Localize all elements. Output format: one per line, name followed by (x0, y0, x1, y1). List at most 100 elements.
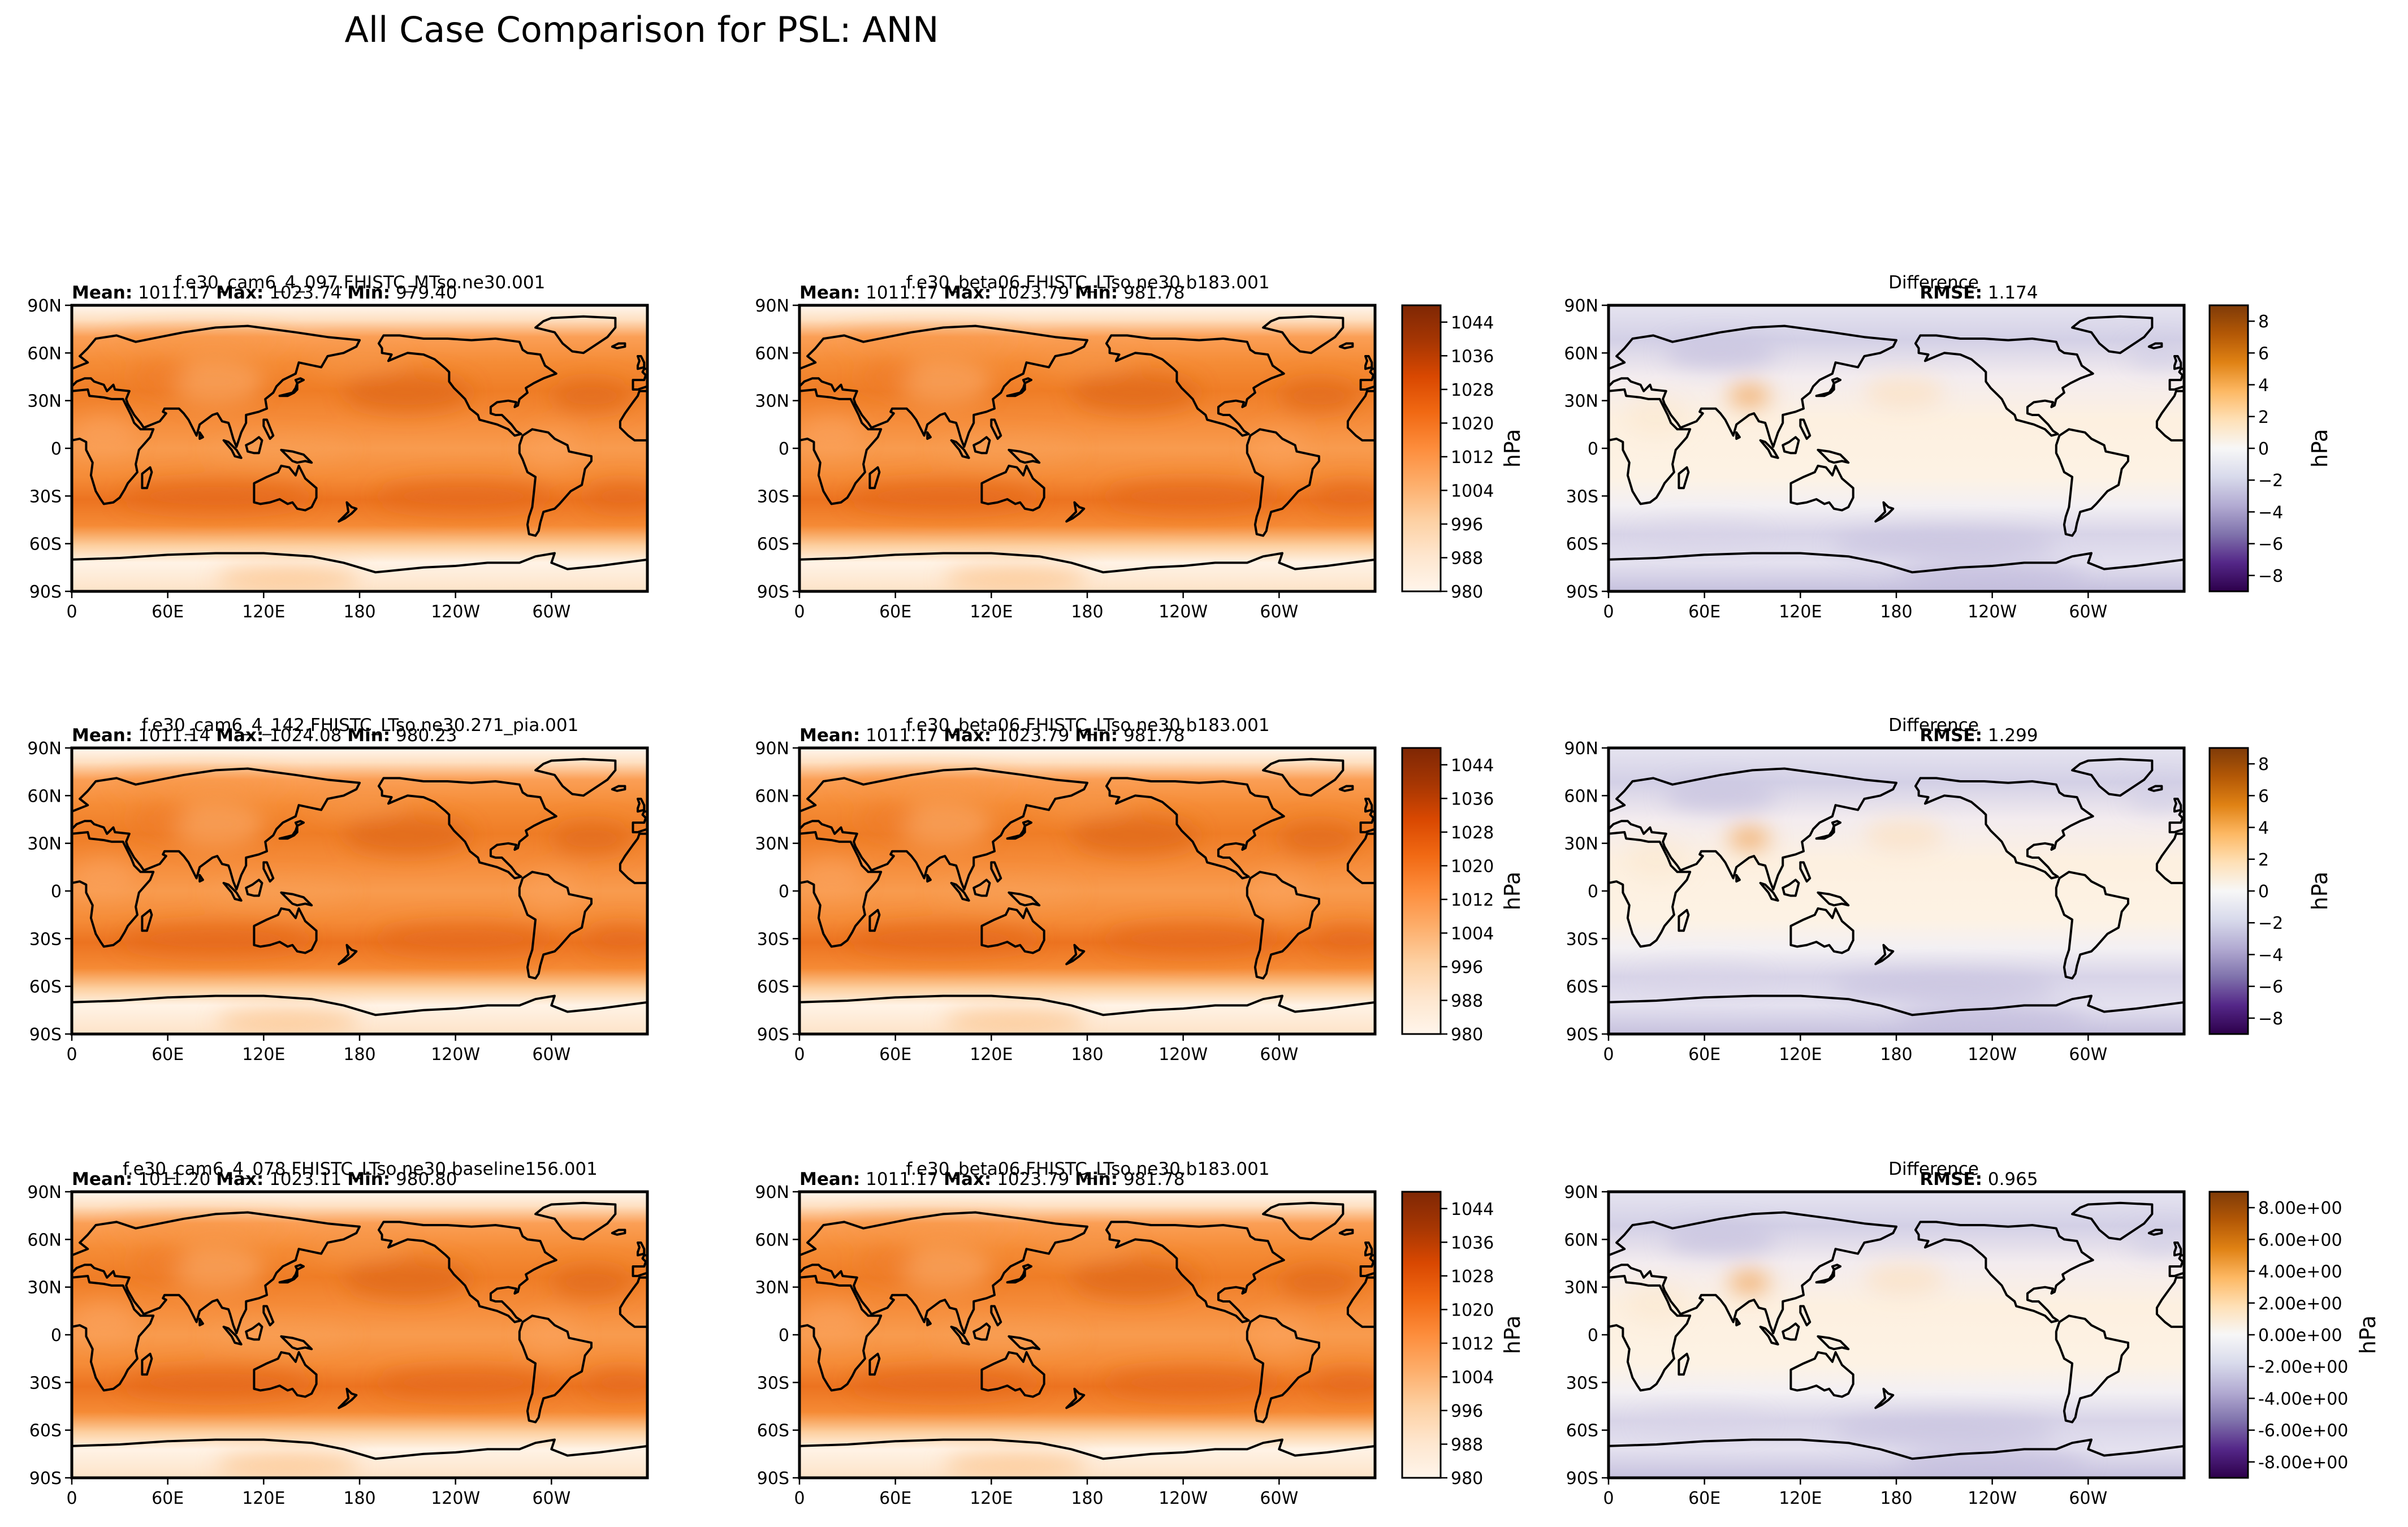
y-tick-label: 0 (779, 882, 789, 902)
panel-row-2: 0 60E 120E 180 120W 60W 90N 60N 30N 0 30S 60S 90S f.e… (27, 715, 2332, 1065)
coastline-sumatra (950, 439, 970, 459)
y-tick-label: 90N (755, 296, 789, 316)
coastline-new-guinea (1817, 891, 1850, 907)
coastline-eurasia-west (1359, 1254, 1375, 1277)
coastline-sri-lanka (1735, 431, 1741, 440)
y-tick-label: 90S (757, 582, 789, 602)
coastline-australia (1789, 1351, 1854, 1398)
coastline-new-guinea (280, 1335, 313, 1351)
x-tick-label: 60W (532, 1045, 570, 1065)
x-tick-label: 60W (532, 602, 570, 622)
y-tick-label: 60S (1566, 535, 1598, 555)
coastline-iceland (2147, 1228, 2163, 1236)
reference-case-title: f.e30_beta06.FHISTC_LTso.ne30.b183.001 (906, 715, 1269, 736)
coastline-madagascar (1678, 1352, 1690, 1376)
difference-map-panel: 0 60E 120E 180 120W 60W 90N 60N 30N 0 30S 60S 90S Dif… (1564, 272, 2332, 622)
coastline-philippines (262, 861, 275, 883)
coastline-japan (1006, 377, 1032, 397)
coastline-japan (1006, 1264, 1032, 1284)
x-tick-label: 60W (2069, 1045, 2107, 1065)
coastline-eurasia-west (2168, 1254, 2184, 1277)
difference-title: Difference (1888, 1159, 1979, 1179)
colorbar-tick-label: 1036 (1451, 347, 1494, 366)
x-tick-label: 60E (152, 602, 184, 622)
y-tick-label: 0 (1588, 882, 1598, 902)
colorbar-tick-label: -2.00e+00 (2258, 1357, 2348, 1377)
y-tick-label: 30S (1566, 1373, 1598, 1393)
coastline-sumatra (222, 881, 243, 902)
y-tick-label: 90S (1566, 1469, 1598, 1489)
coastline-africa (799, 1275, 883, 1392)
coastline-africa-west (1346, 390, 1375, 442)
colorbar-tick-label: 4 (2258, 819, 2269, 838)
coastline-madagascar (141, 1352, 153, 1376)
difference-map-panel: 0 60E 120E 180 120W 60W 90N 60N 30N 0 30S 60S 90S Dif… (1564, 1159, 2380, 1508)
x-tick-label: 0 (1603, 1489, 1614, 1508)
colorbar-tick-label: 1012 (1451, 1334, 1494, 1354)
coastline-eurasia-west (1359, 810, 1375, 833)
colorbar-tick-label: 1028 (1451, 380, 1494, 400)
y-tick-label: 30N (1564, 1278, 1598, 1298)
y-tick-label: 30S (1566, 929, 1598, 949)
coastline-australia (253, 464, 318, 512)
x-tick-label: 60E (879, 602, 911, 622)
coastline-borneo (1782, 879, 1800, 897)
coastline-sumatra (222, 439, 243, 459)
coastline-madagascar (141, 909, 153, 932)
coastlines (72, 758, 647, 1034)
y-tick-label: 0 (51, 1326, 62, 1346)
y-tick-label: 90N (755, 1183, 789, 1202)
coastline-antarctica (799, 1438, 1375, 1478)
coastline-philippines (262, 1305, 275, 1327)
colorbar-tick-label: 988 (1451, 991, 1483, 1011)
y-tick-label: 90S (29, 1025, 62, 1045)
coastline-madagascar (868, 1352, 881, 1376)
y-tick-label: 60S (757, 535, 789, 555)
x-tick-label: 0 (66, 602, 77, 622)
coastline-greenland (1262, 758, 1344, 797)
coastlines (1609, 1201, 2184, 1478)
coastline-australia (980, 464, 1045, 512)
reference-map-panel: 0 60E 120E 180 120W 60W 90N 60N 30N 0 30S 60S 90S f.e… (755, 1159, 1525, 1508)
coastline-madagascar (868, 466, 881, 490)
x-tick-label: 180 (343, 1489, 375, 1508)
coastline-new-zealand (1874, 944, 1895, 966)
coastline-uk (1364, 798, 1373, 813)
colorbar-tick-label: 6 (2258, 344, 2269, 364)
coastline-africa (1609, 388, 1692, 505)
colorbar-tick-label: 1036 (1451, 789, 1494, 809)
y-tick-label: 60N (27, 786, 62, 806)
x-tick-label: 120W (431, 602, 480, 622)
coastline-iceland (2147, 342, 2163, 349)
x-tick-label: 60W (2069, 1489, 2107, 1508)
colorbar-tick-label: 1004 (1451, 481, 1494, 501)
field-colorbar (1401, 747, 1442, 1035)
test-map-panel: 0 60E 120E 180 120W 60W 90N 60N 30N 0 30S 60S 90S f.e… (27, 1159, 649, 1508)
y-tick-label: 30N (755, 1278, 789, 1298)
coastline-sri-lanka (198, 431, 204, 440)
colorbar-tick-label: −8 (2258, 1009, 2283, 1029)
x-tick-label: 180 (1880, 1045, 1912, 1065)
coastlines (799, 315, 1375, 591)
stats-line: Mean: 1011.20 Max: 1023.11 Min: 980.80 (72, 1169, 457, 1189)
y-tick-label: 60S (757, 1421, 789, 1441)
y-tick-label: 60N (1564, 1230, 1598, 1250)
coastline-new-zealand (1065, 944, 1086, 966)
coastline-south-america (2055, 1314, 2129, 1424)
y-tick-label: 60S (29, 1421, 62, 1441)
y-tick-label: 90N (1564, 739, 1598, 759)
panel-row-1: 0 60E 120E 180 120W 60W 90N 60N 30N 0 30S 60S 90S f.e… (27, 272, 2332, 622)
reference-map-panel: 0 60E 120E 180 120W 60W 90N 60N 30N 0 30S 60S 90S f.e… (755, 715, 1525, 1065)
y-tick-label: 30S (757, 929, 789, 949)
coastline-eurasia (1609, 325, 1897, 448)
rmse-line: RMSE: 0.965 (1920, 1169, 2038, 1189)
colorbar-tick-label: 996 (1451, 515, 1483, 535)
y-tick-label: 60S (1566, 977, 1598, 997)
coastline-africa-west (2155, 832, 2184, 884)
x-tick-label: 120E (242, 602, 285, 622)
x-tick-label: 60W (1260, 1489, 1298, 1508)
coastline-borneo (245, 1322, 263, 1341)
y-tick-label: 0 (51, 882, 62, 902)
coastline-new-zealand (1065, 501, 1086, 523)
coastline-africa (72, 388, 155, 505)
